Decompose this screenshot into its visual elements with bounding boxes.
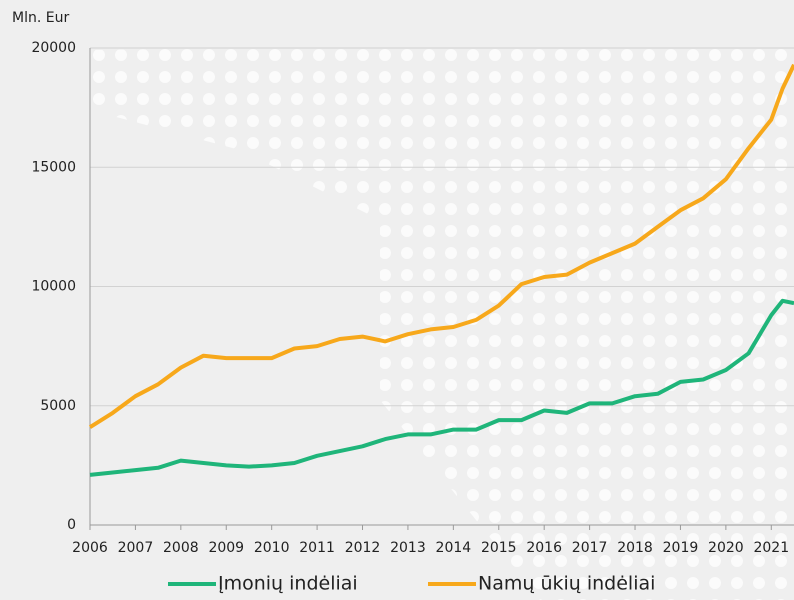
x-tick-label: 2014 [436,540,472,556]
x-tick-label: 2007 [118,540,154,556]
y-tick-label: 5000 [40,398,76,414]
x-tick-label: 2011 [299,540,335,556]
y-axis-label: Mln. Eur [12,10,69,26]
x-tick-label: 2013 [390,540,426,556]
x-tick-label: 2021 [753,540,789,556]
background-pattern [90,40,794,600]
y-tick-label: 10000 [31,279,76,295]
x-tick-label: 2006 [72,540,108,556]
legend-label: Įmonių indėliai [218,573,358,595]
y-tick-label: 20000 [31,40,76,56]
x-tick-label: 2019 [663,540,699,556]
legend-label: Namų ūkių indėliai [478,573,655,595]
x-tick-label: 2015 [481,540,517,556]
x-tick-label: 2008 [163,540,199,556]
x-tick-label: 2016 [526,540,562,556]
x-tick-label: 2017 [572,540,608,556]
x-tick-label: 2010 [254,540,290,556]
x-tick-label: 2009 [208,540,244,556]
series-line [89,298,794,477]
x-tick-label: 2020 [708,540,744,556]
y-tick-label: 15000 [31,159,76,175]
series-line [88,63,794,429]
x-tick-label: 2018 [617,540,653,556]
y-tick-label: 0 [67,517,76,533]
x-tick-label: 2012 [345,540,381,556]
